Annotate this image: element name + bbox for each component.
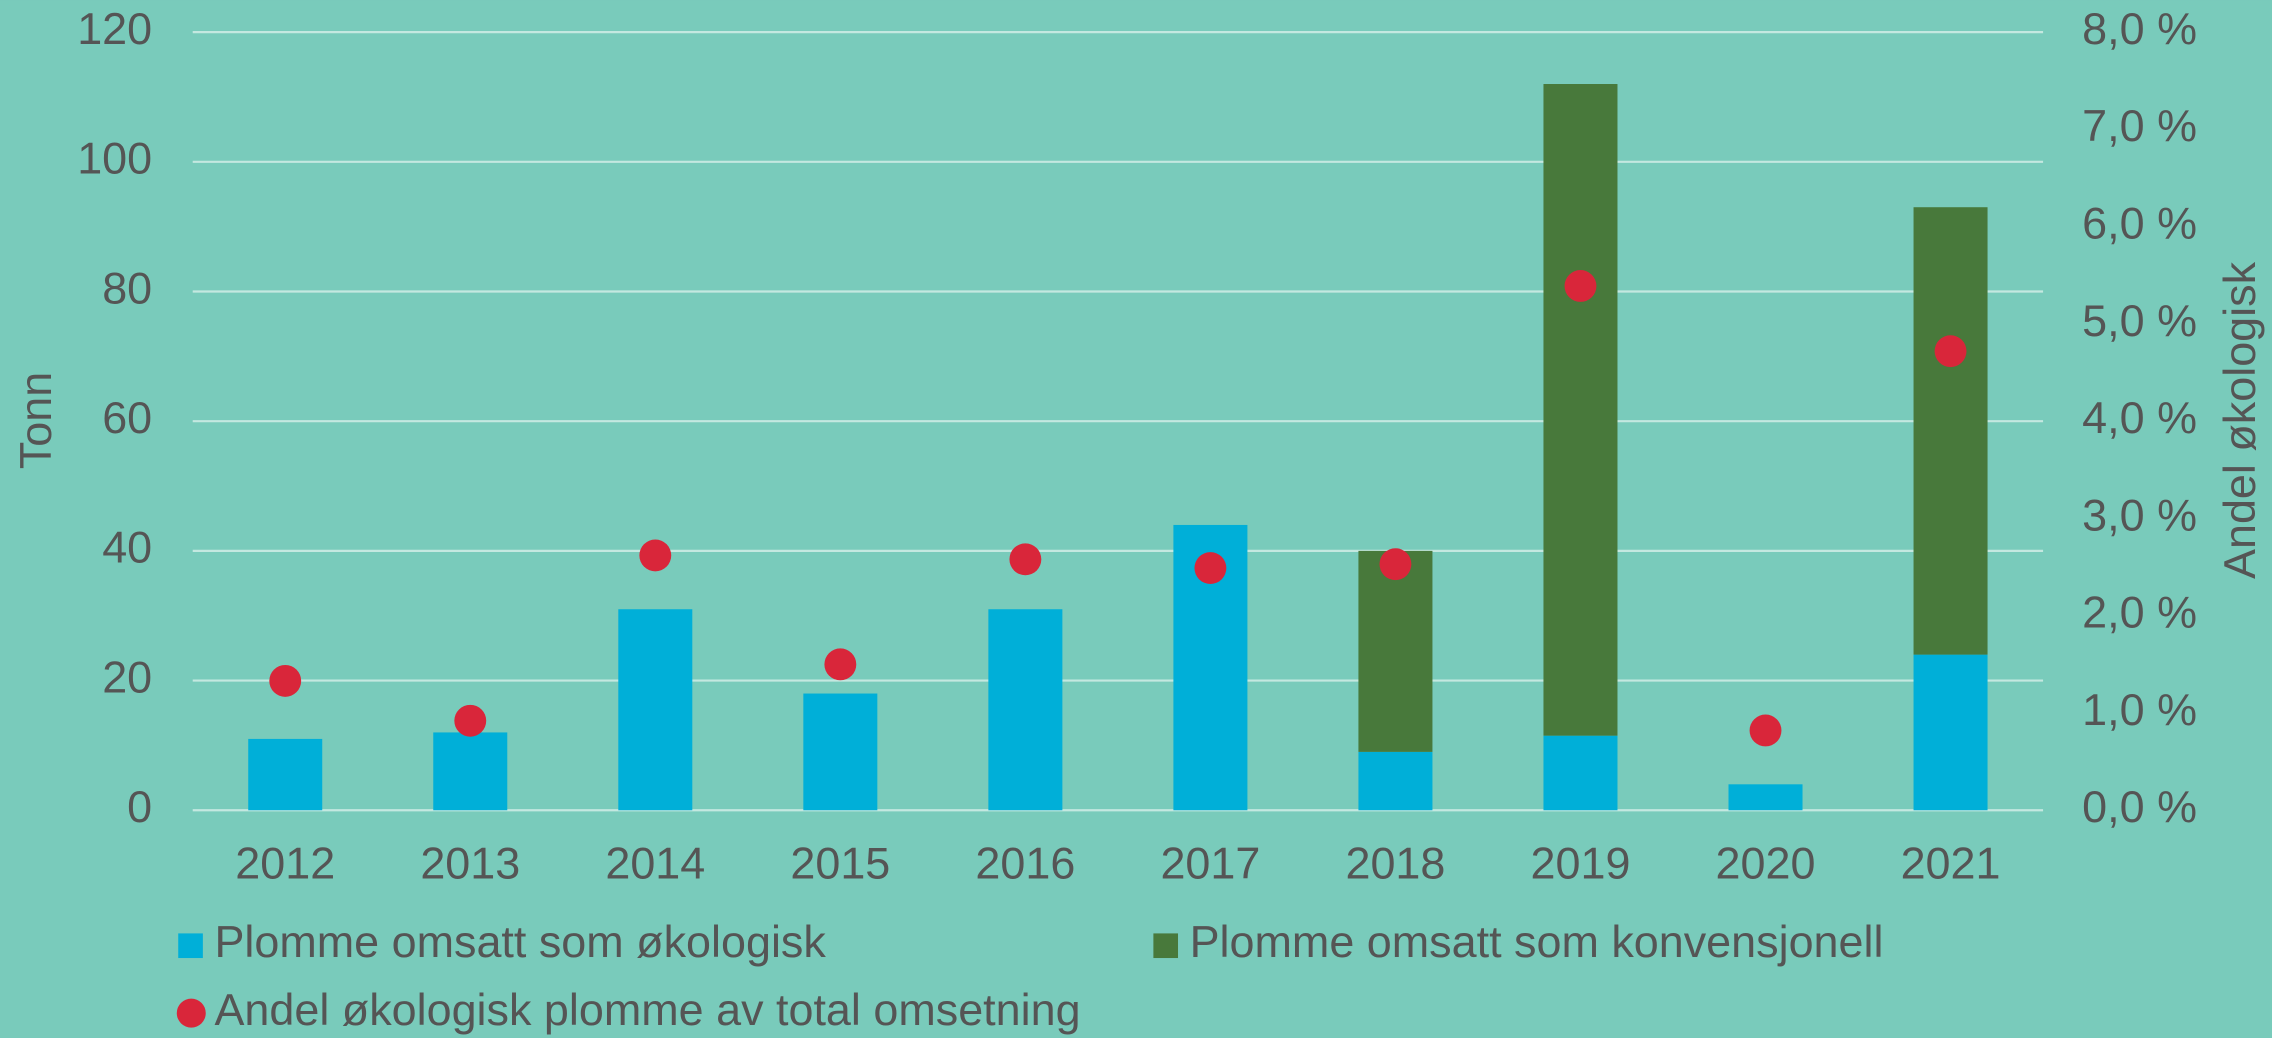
bar: [618, 609, 693, 811]
bar: [988, 609, 1063, 811]
y2-tick-label: 4,0 %: [2082, 392, 2197, 443]
dot: [1934, 335, 1967, 368]
x-tick-label: 2017: [1160, 838, 1260, 889]
bar: [248, 738, 323, 811]
bar: [1543, 735, 1618, 811]
x-tick-label: 2020: [1716, 838, 1816, 889]
bar: [433, 732, 508, 811]
y2-tick-label: 3,0 %: [2082, 489, 2197, 540]
y2-tick-label: 1,0 %: [2082, 684, 2197, 735]
y2-tick-label: 2,0 %: [2082, 587, 2197, 638]
y2-tick-label: 6,0 %: [2082, 198, 2197, 249]
y2-tick-label: 7,0 %: [2082, 100, 2197, 151]
legend-label: Plomme omsatt som økologisk: [214, 916, 826, 967]
y2-tick-label: 5,0 %: [2082, 295, 2197, 346]
bar: [1728, 784, 1803, 811]
bar: [1358, 550, 1433, 752]
bar: [1358, 751, 1433, 811]
x-tick-label: 2014: [605, 838, 705, 889]
y-tick-label: 120: [77, 3, 152, 54]
dot: [454, 704, 487, 737]
dot: [824, 648, 857, 681]
dot: [269, 664, 302, 697]
dot: [1564, 270, 1597, 302]
x-tick-label: 2015: [790, 838, 890, 889]
y2-axis-title: Andel økologisk: [2214, 261, 2265, 579]
x-tick-label: 2012: [235, 838, 335, 889]
y-tick-label: 80: [102, 262, 152, 313]
y-tick-label: 20: [102, 651, 152, 702]
legend-label: Plomme omsatt som konvensjonell: [1190, 916, 1884, 967]
bar: [803, 693, 878, 811]
dot: [1194, 552, 1227, 584]
dot: [1379, 548, 1412, 581]
y2-tick-label: 0,0 %: [2082, 781, 2197, 832]
x-tick-label: 2021: [1901, 838, 2001, 889]
x-tick-label: 2018: [1345, 838, 1445, 889]
y-tick-label: 60: [102, 392, 152, 443]
y-tick-label: 0: [127, 781, 152, 832]
y-tick-label: 100: [77, 133, 152, 184]
x-tick-label: 2013: [420, 838, 520, 889]
y2-tick-label: 8,0 %: [2082, 3, 2197, 54]
bar: [1543, 84, 1618, 736]
legend-marker: [178, 933, 203, 959]
bar: [1913, 654, 1988, 811]
y-axis-title: Tonn: [10, 372, 61, 469]
x-tick-label: 2019: [1531, 838, 1631, 889]
legend-marker: [1153, 933, 1179, 959]
dot: [639, 539, 672, 572]
legend-marker: [176, 998, 206, 1028]
x-tick-label: 2016: [975, 838, 1075, 889]
bar: [1913, 207, 1988, 655]
legend-label: Andel økologisk plomme av total omsetnin…: [214, 984, 1080, 1035]
dot: [1749, 714, 1782, 747]
y-tick-label: 40: [102, 522, 152, 573]
dot: [1009, 543, 1042, 576]
